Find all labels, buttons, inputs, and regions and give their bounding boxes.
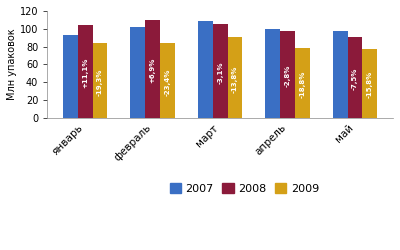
Text: -7,5%: -7,5% (352, 68, 358, 90)
Text: -3,1%: -3,1% (217, 62, 223, 84)
Bar (130, 27, 145, 118)
Text: -15,8%: -15,8% (367, 71, 373, 99)
Bar (145, 20, 160, 118)
Bar (228, 37, 242, 118)
Text: -18,8%: -18,8% (300, 71, 306, 98)
Text: -23,4%: -23,4% (164, 68, 170, 96)
Bar (280, 32, 295, 118)
Legend: 2007, 2008, 2009: 2007, 2008, 2009 (165, 179, 324, 199)
Bar (78, 25, 93, 118)
Bar (93, 43, 108, 118)
Y-axis label: Млн упаковок: Млн упаковок (7, 28, 17, 100)
Bar (362, 49, 377, 118)
Text: -2,8%: -2,8% (285, 65, 291, 88)
Bar (295, 48, 310, 118)
Text: +11,1%: +11,1% (82, 58, 88, 88)
Bar (265, 29, 280, 118)
Bar (213, 24, 228, 118)
Bar (333, 30, 348, 118)
Bar (63, 35, 78, 118)
Bar (198, 21, 213, 118)
Text: +6,9%: +6,9% (150, 58, 156, 84)
Bar (348, 37, 362, 118)
Text: -19,3%: -19,3% (97, 68, 103, 96)
Bar (160, 43, 175, 118)
Text: -13,8%: -13,8% (232, 65, 238, 92)
